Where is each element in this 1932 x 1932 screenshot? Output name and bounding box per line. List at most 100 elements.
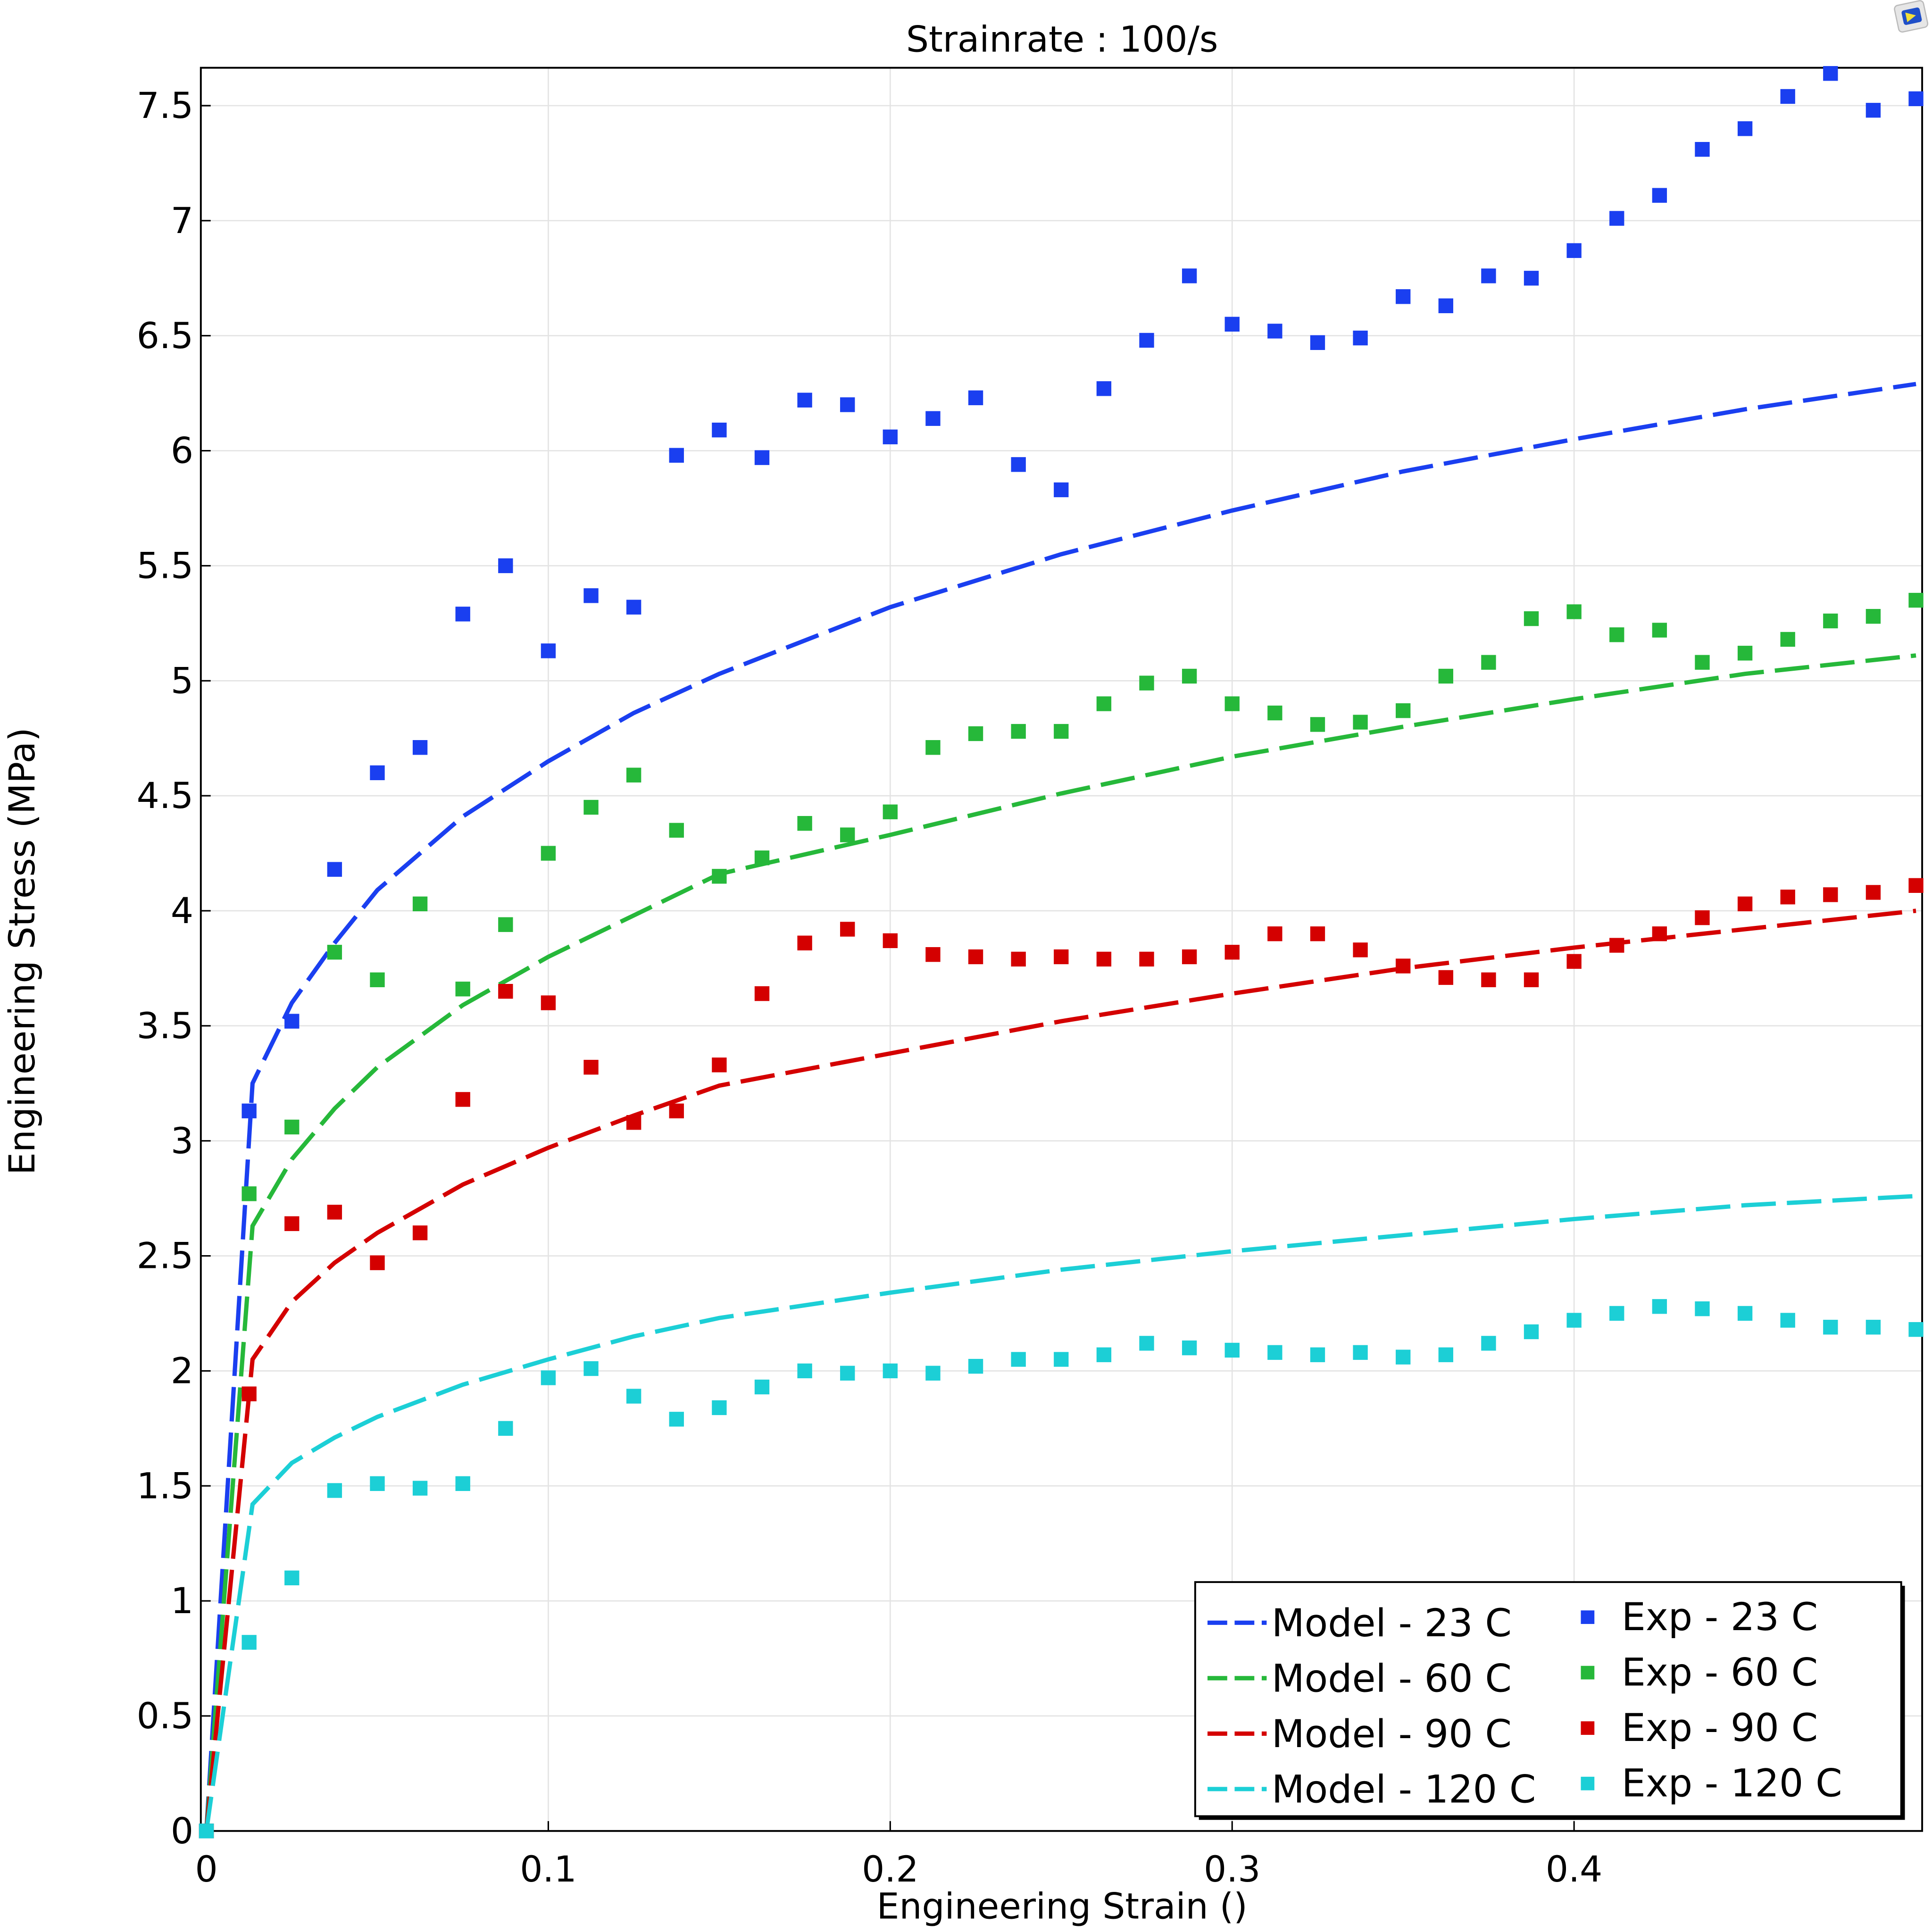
- data-point: [712, 869, 727, 884]
- legend-marker-swatch: [1581, 1776, 1595, 1790]
- data-point: [1396, 958, 1411, 974]
- data-point: [1566, 243, 1582, 258]
- y-tick-label: 6: [171, 430, 193, 472]
- data-point: [883, 804, 898, 819]
- x-axis-label: Engineering Strain (): [877, 1885, 1248, 1927]
- data-point: [1396, 703, 1411, 718]
- data-point: [1780, 890, 1795, 905]
- data-point: [412, 1481, 428, 1496]
- data-point: [284, 1216, 300, 1231]
- data-point: [1182, 949, 1197, 965]
- data-point: [1011, 951, 1026, 967]
- data-point: [925, 740, 941, 755]
- series-model-60-c: [204, 653, 1916, 1832]
- legend-label: Exp - 90 C: [1622, 1706, 1818, 1750]
- data-point: [1139, 951, 1154, 967]
- data-point: [1823, 66, 1838, 81]
- data-point: [840, 922, 855, 937]
- data-point: [1908, 91, 1924, 107]
- data-point: [1267, 1345, 1282, 1360]
- legend: Model - 23 C Model - 60 C Model - 90 C Mode…: [1194, 1581, 1905, 1820]
- data-point: [754, 850, 770, 866]
- data-point: [1695, 142, 1710, 157]
- series-model-120-c: [204, 1194, 1916, 1832]
- data-point: [1908, 1322, 1924, 1337]
- y-tick-label: 4.5: [137, 775, 193, 816]
- chart-title: Strainrate : 100/s: [906, 19, 1218, 60]
- data-point: [712, 1058, 727, 1073]
- grid: [200, 67, 1923, 1831]
- data-point: [370, 765, 385, 781]
- data-point: [1737, 1306, 1753, 1321]
- data-point: [1310, 1347, 1325, 1362]
- y-tick-label: 3.5: [137, 1005, 193, 1047]
- data-point: [1481, 268, 1496, 283]
- data-point: [754, 450, 770, 465]
- data-point: [1224, 1342, 1240, 1358]
- data-point: [1481, 1336, 1496, 1351]
- legend-marker-swatch: [1581, 1666, 1595, 1680]
- model-line: [204, 382, 1916, 1832]
- data-point: [1780, 1313, 1795, 1328]
- data-point: [1823, 887, 1838, 902]
- data-point: [968, 949, 983, 965]
- legend-label: Model - 120 C: [1272, 1768, 1536, 1812]
- graphics-window-icon[interactable]: [1894, 0, 1929, 33]
- data-point: [797, 816, 812, 831]
- data-point: [840, 1366, 855, 1381]
- model-line: [204, 908, 1916, 1832]
- data-point: [1054, 1352, 1069, 1367]
- data-point: [1865, 609, 1881, 624]
- data-point: [327, 1483, 342, 1498]
- data-point: [1096, 951, 1112, 967]
- data-point: [199, 1824, 214, 1839]
- data-point: [1780, 89, 1795, 104]
- data-point: [1182, 1340, 1197, 1356]
- data-point: [1524, 972, 1539, 987]
- data-point: [1438, 668, 1453, 684]
- data-point: [1011, 724, 1026, 739]
- data-point: [1310, 926, 1325, 941]
- data-point: [712, 1400, 727, 1416]
- data-point: [583, 799, 599, 815]
- data-point: [498, 983, 513, 999]
- legend-label: Model - 60 C: [1272, 1657, 1512, 1701]
- data-point: [626, 767, 641, 783]
- data-point: [840, 827, 855, 842]
- data-point: [498, 558, 513, 574]
- data-point: [370, 972, 385, 987]
- y-tick-label: 4: [171, 890, 193, 932]
- data-point: [626, 1115, 641, 1130]
- data-point: [1396, 289, 1411, 304]
- series-exp-120-c: [199, 1299, 1924, 1839]
- axis-ticks: 0 0.1 0.2 0.3 0.4 0 0.5 1 1.5 2 2.5 3 3.5 4 4.5 5 5.5 6 6.…: [137, 85, 1603, 1890]
- y-tick-label: 1.5: [137, 1465, 193, 1507]
- data-point: [883, 1363, 898, 1379]
- data-point: [840, 397, 855, 412]
- data-point: [1524, 271, 1539, 286]
- series-exp-60-c: [199, 592, 1924, 1839]
- data-point: [1695, 655, 1710, 670]
- data-point: [712, 422, 727, 438]
- data-point: [1652, 623, 1667, 638]
- data-point: [1566, 954, 1582, 969]
- data-point: [1737, 646, 1753, 661]
- data-point: [797, 392, 812, 408]
- data-point: [1908, 878, 1924, 893]
- data-point: [1438, 298, 1453, 313]
- data-point: [1609, 1306, 1624, 1321]
- data-point: [412, 896, 428, 912]
- data-point: [370, 1476, 385, 1491]
- data-point: [1609, 211, 1624, 226]
- data-point: [797, 935, 812, 950]
- data-point: [1652, 188, 1667, 203]
- data-point: [1139, 675, 1154, 691]
- y-tick-label: 0.5: [137, 1695, 193, 1737]
- y-tick-label: 7.5: [137, 85, 193, 126]
- data-point: [242, 1186, 257, 1201]
- data-point: [968, 1358, 983, 1374]
- series-model-23-c: [204, 382, 1916, 1832]
- data-point: [1096, 696, 1112, 711]
- data-point: [284, 1570, 300, 1585]
